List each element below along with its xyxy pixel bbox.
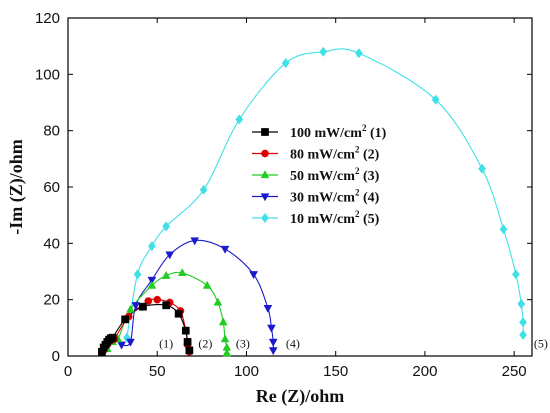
data-point: [126, 304, 135, 313]
data-point: [431, 94, 440, 105]
data-point: [222, 348, 232, 357]
data-point: [220, 334, 230, 343]
data-point: [108, 333, 117, 342]
legend-entry: 10 mW/cm2 (5): [290, 209, 380, 227]
data-point: [218, 317, 228, 326]
data-point: [147, 241, 156, 252]
x-tick-label: 100: [234, 363, 259, 380]
legend-entry: 50 mW/cm2 (3): [290, 166, 380, 184]
legend-name: 50 mW/cm: [290, 169, 355, 184]
curve-label: (3): [236, 336, 250, 350]
data-point: [165, 251, 175, 260]
legend-superscript: 2: [362, 123, 367, 133]
data-point: [126, 338, 135, 347]
data-point: [499, 224, 508, 235]
y-tick-label: 60: [43, 179, 60, 196]
data-point: [261, 212, 269, 224]
data-point: [267, 324, 276, 333]
data-point: [202, 280, 212, 289]
data-point: [153, 295, 162, 304]
legend: 100 mW/cm2 (1)80 mW/cm2 (2)50 mW/cm2 (3)…: [252, 123, 387, 227]
x-tick-label: 250: [502, 363, 527, 380]
data-point: [133, 269, 142, 280]
legend-superscript: 2: [355, 145, 360, 155]
legend-superscript: 2: [355, 166, 360, 176]
data-point: [249, 271, 258, 280]
legend-entry: 30 mW/cm2 (4): [290, 188, 380, 206]
data-point: [174, 309, 183, 318]
data-point: [268, 347, 278, 356]
legend-name: 80 mW/cm: [290, 148, 355, 163]
data-point: [185, 346, 194, 355]
data-point: [147, 276, 157, 285]
data-point: [319, 46, 328, 57]
data-point: [162, 221, 171, 232]
data-point: [354, 48, 363, 59]
legend-index: (1): [366, 126, 386, 141]
legend-entry: 80 mW/cm2 (2): [290, 145, 380, 163]
data-point: [519, 317, 527, 328]
data-point: [161, 270, 171, 279]
data-point: [121, 315, 129, 324]
data-point: [213, 297, 223, 306]
data-point: [478, 163, 486, 174]
x-tick-label: 200: [412, 363, 437, 380]
curve-label: (2): [198, 336, 212, 350]
curve-label: (5): [534, 336, 548, 350]
data-point: [190, 237, 200, 246]
data-point: [281, 57, 290, 69]
data-point: [181, 326, 190, 335]
data-point: [517, 298, 526, 309]
curve-labels: (1) (2) (3) (4) (5): [159, 336, 548, 350]
legend-index: (2): [359, 148, 379, 163]
data-point: [263, 304, 273, 313]
data-point: [519, 329, 527, 340]
y-tick-label: 80: [43, 123, 60, 140]
data-point: [261, 128, 269, 136]
legend-name: 100 mW/cm: [290, 126, 362, 141]
y-tick-label: 40: [43, 235, 60, 252]
series-line: [126, 48, 524, 338]
data-point: [162, 301, 171, 310]
x-tick-label: 0: [64, 363, 72, 380]
data-point: [512, 269, 520, 280]
data-point: [199, 184, 208, 195]
axis-ticks: 0 50 100 150 200 250 0 20 40 60 80 100 120: [35, 10, 532, 380]
y-tick-label: 0: [52, 348, 60, 365]
curve-label: (1): [159, 336, 173, 350]
data-point: [260, 170, 270, 179]
legend-index: (4): [359, 191, 379, 206]
data-point: [235, 114, 244, 125]
data-point: [220, 245, 230, 254]
y-tick-label: 20: [43, 292, 60, 309]
legend-name: 10 mW/cm: [290, 212, 355, 227]
y-tick-label: 100: [35, 66, 60, 83]
legend-entry: 100 mW/cm2 (1): [290, 123, 387, 141]
legend-superscript: 2: [355, 209, 360, 219]
legend-superscript: 2: [355, 188, 360, 198]
data-point: [177, 268, 187, 277]
legend-index: (5): [359, 212, 379, 227]
series-markers: [98, 46, 527, 357]
legend-index: (3): [359, 169, 379, 184]
curve-label: (4): [286, 336, 300, 350]
y-tick-label: 120: [35, 10, 60, 27]
x-axis-title: Re (Z)/ohm: [256, 386, 345, 407]
x-tick-label: 150: [323, 363, 348, 380]
data-point: [268, 338, 278, 347]
data-point: [147, 280, 157, 289]
data-point: [261, 149, 269, 158]
data-point: [260, 193, 270, 202]
data-point: [183, 338, 192, 346]
data-point: [131, 302, 141, 311]
y-axis-title: -Im (Z)/ohm: [6, 139, 27, 235]
x-tick-label: 50: [149, 363, 166, 380]
series-line: [121, 239, 274, 351]
data-point: [139, 302, 147, 311]
legend-name: 30 mW/cm: [290, 191, 355, 206]
